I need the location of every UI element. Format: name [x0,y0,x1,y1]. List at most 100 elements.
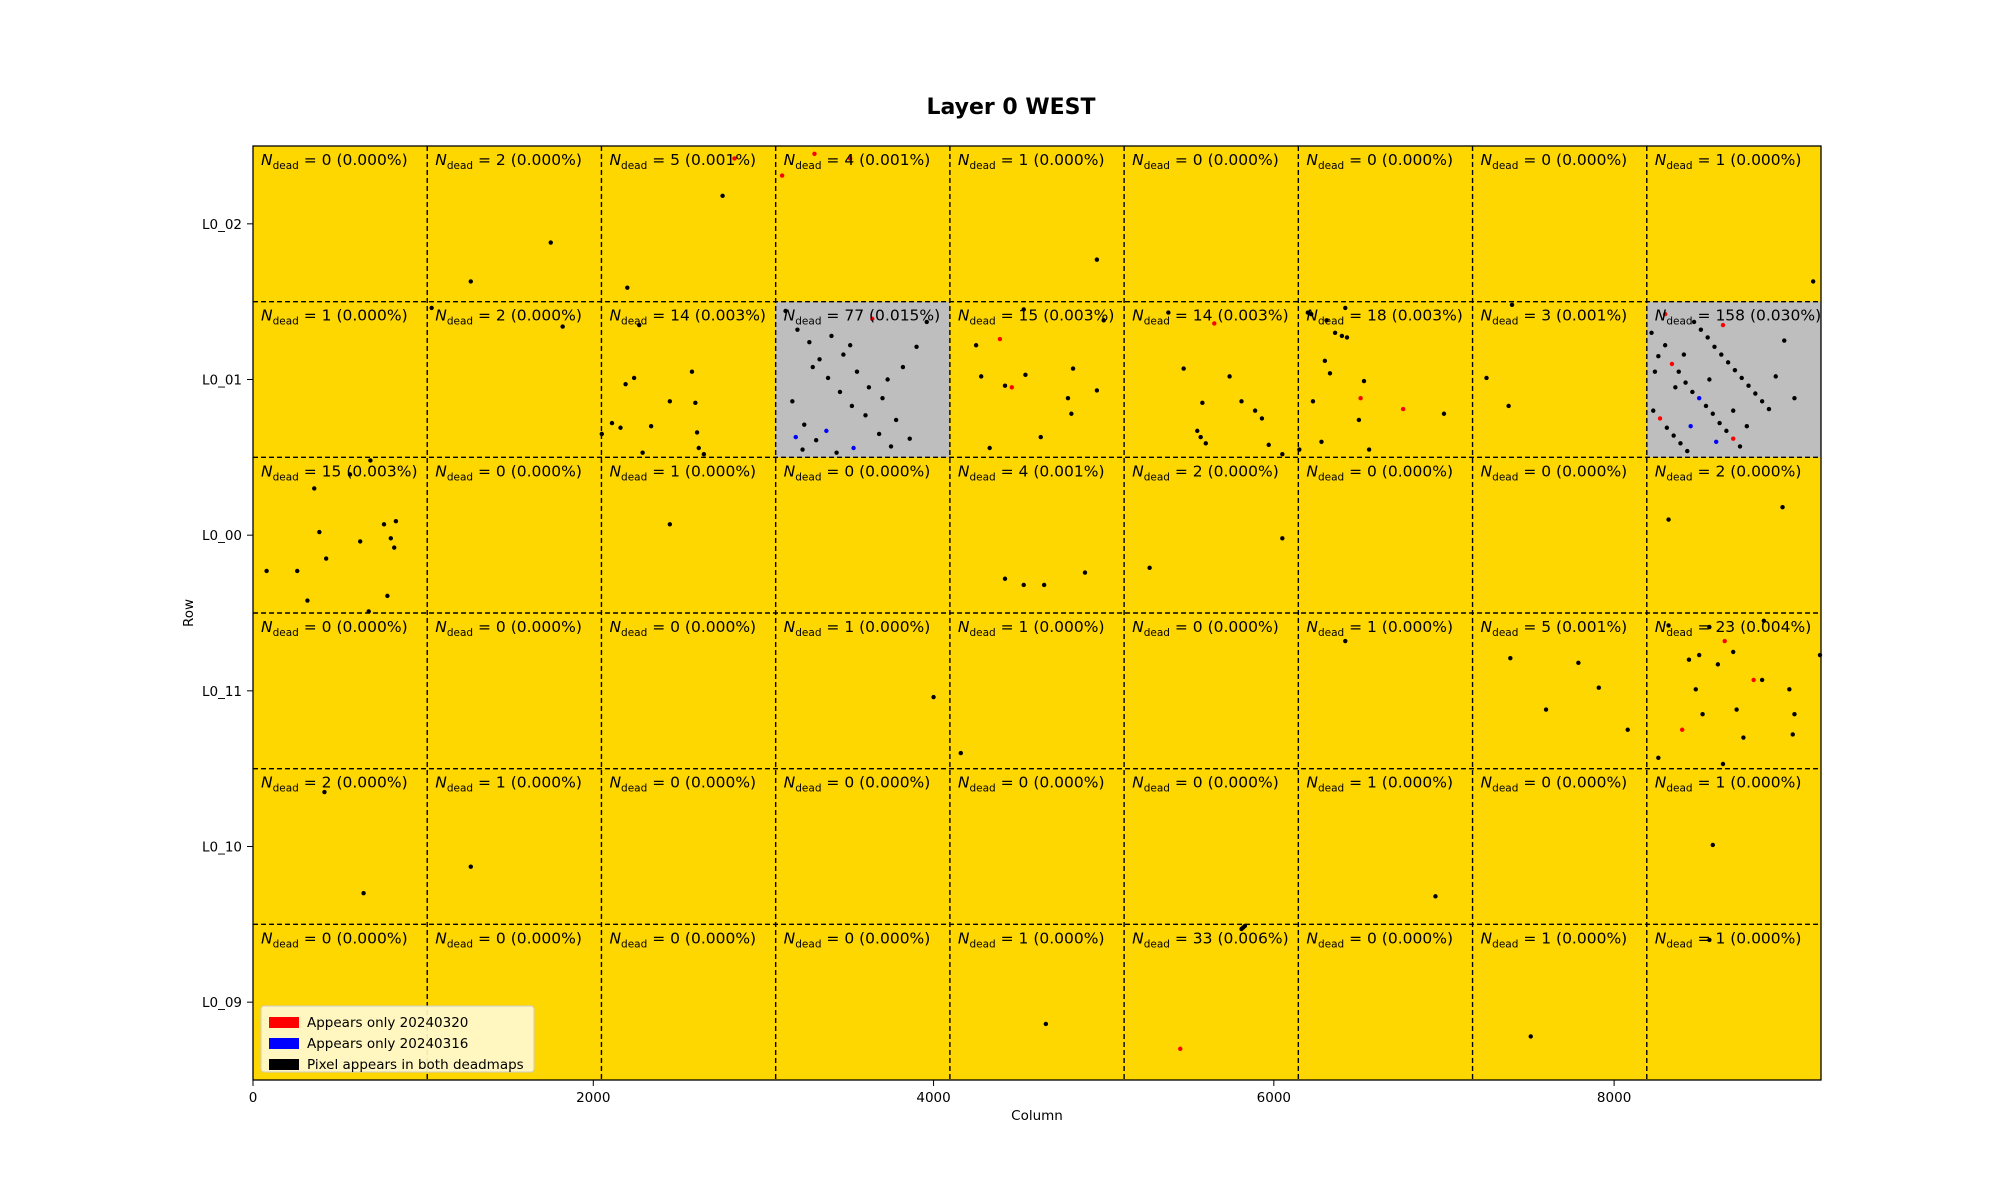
dead-pixel-point [978,374,984,379]
dead-pixel-point [1344,335,1350,340]
dead-pixel-point [361,891,366,896]
dead-pixel-point [264,568,269,574]
dead-count-annotation: Ndead = 0 (0.000%) [435,618,582,639]
dead-pixel-point [1166,310,1171,315]
cell-L0_02-7 [1472,146,1648,303]
dead-pixel-point [1212,321,1217,326]
dead-pixel-point [1528,1034,1533,1039]
dead-pixel-point [1790,732,1795,737]
cell-L0_10-3 [775,768,951,925]
dead-pixel-point [1696,652,1702,658]
dead-pixel-point [779,173,785,178]
dead-pixel-point [1361,378,1367,384]
dead-pixel-point [1252,408,1258,413]
dead-pixel-point [817,357,822,362]
dead-pixel-point [1759,399,1765,404]
dead-pixel-point [1678,441,1683,446]
dead-pixel-point [1744,424,1750,429]
y-tick-label: L0_01 [202,373,242,389]
dead-pixel-point [834,450,839,455]
cell-L0_00-2 [601,457,777,614]
dead-pixel-point [795,327,800,332]
dead-pixel-point [720,193,725,199]
dead-count-annotation: Ndead = 0 (0.000%) [609,774,756,795]
dead-count-annotation: Ndead = 1 (0.000%) [958,151,1105,172]
cell-L0_10-1 [427,768,602,925]
dead-pixel-point [1297,447,1302,452]
dead-pixel-point [667,399,673,404]
x-axis-label: Column [1011,1108,1063,1124]
dead-count-annotation: Ndead = 0 (0.000%) [1306,929,1453,950]
cell-L0_09-3 [775,924,951,1081]
dead-pixel-point [1309,311,1314,317]
dead-pixel-point [322,789,327,795]
dead-count-annotation: Ndead = 2 (0.000%) [1655,462,1802,483]
dead-pixel-point [1576,660,1581,666]
dead-pixel-point [1242,923,1248,929]
dead-pixel-point [368,458,373,463]
dead-pixel-point [1759,677,1765,683]
dead-count-annotation: Ndead = 0 (0.000%) [609,929,756,950]
dead-count-annotation: Ndead = 1 (0.000%) [1655,774,1802,795]
dead-count-annotation: Ndead = 77 (0.015%) [784,307,941,328]
cell-L0_00-8 [1646,457,1822,614]
dead-pixel-point [893,417,899,423]
dead-pixel-point [1038,434,1043,440]
legend-swatch [269,1059,299,1070]
dead-pixel-point [1732,367,1738,373]
dead-pixel-point [1685,448,1690,454]
dead-pixel-point [1656,755,1661,760]
dead-pixel-point [1739,375,1744,381]
dead-count-annotation: Ndead = 0 (0.000%) [1132,774,1279,795]
dead-pixel-point [793,434,798,440]
dead-pixel-point [1780,504,1785,510]
dead-count-annotation: Ndead = 0 (0.000%) [1306,462,1453,483]
dead-pixel-point [1509,302,1515,307]
dead-pixel-point [623,381,628,387]
dead-count-annotation: Ndead = 0 (0.000%) [435,462,582,483]
dead-pixel-point [1332,330,1338,335]
dead-pixel-point [637,322,642,328]
dead-pixel-point [1147,565,1152,571]
x-tick-label: 8000 [1597,1090,1631,1106]
dead-pixel-point [829,333,834,339]
dead-pixel-point [1731,649,1736,655]
dead-pixel-point [866,385,872,390]
dead-pixel-point [1710,411,1715,416]
dead-pixel-point [837,389,843,395]
dead-count-annotation: Ndead = 5 (0.001%) [1481,618,1628,639]
dead-pixel-point [696,445,701,451]
dead-count-annotation: Ndead = 3 (0.001%) [1481,307,1628,328]
legend: Appears only 20240320 Appears only 202403… [260,1005,535,1073]
dead-pixel-point [851,445,856,451]
dead-pixel-point [1810,279,1816,284]
dead-count-annotation: Ndead = 2 (0.000%) [435,307,582,328]
cell-L0_02-6 [1298,146,1474,303]
dead-pixel-point [802,422,807,427]
dead-pixel-point [648,424,654,429]
cell-L0_00-0 [253,457,428,614]
cell-L0_10-5 [1124,768,1299,925]
dead-pixel-point [689,369,695,374]
dead-pixel-point [1703,403,1709,409]
dead-pixel-point [924,319,929,325]
dead-pixel-point [1686,657,1692,662]
dead-pixel-point [1009,385,1015,390]
x-tick-label: 2000 [576,1090,610,1106]
cell-L0_01-8 [1646,301,1822,458]
dead-pixel-point [1082,570,1088,575]
dead-pixel-point [1717,420,1722,426]
dead-pixel-point [1710,842,1715,848]
dead-pixel-point [825,375,831,381]
dead-pixel-point [317,529,322,535]
dead-pixel-point [1666,517,1671,522]
dead-pixel-point [1669,361,1675,367]
dead-pixel-point [810,364,815,370]
dead-pixel-point [1715,662,1721,667]
dead-pixel-point [1707,624,1712,630]
dead-count-annotation: Ndead = 0 (0.000%) [1481,462,1628,483]
dead-pixel-point [1322,358,1328,364]
dead-pixel-point [1065,395,1071,401]
dead-pixel-point [1021,307,1026,312]
dead-pixel-point [790,399,795,404]
